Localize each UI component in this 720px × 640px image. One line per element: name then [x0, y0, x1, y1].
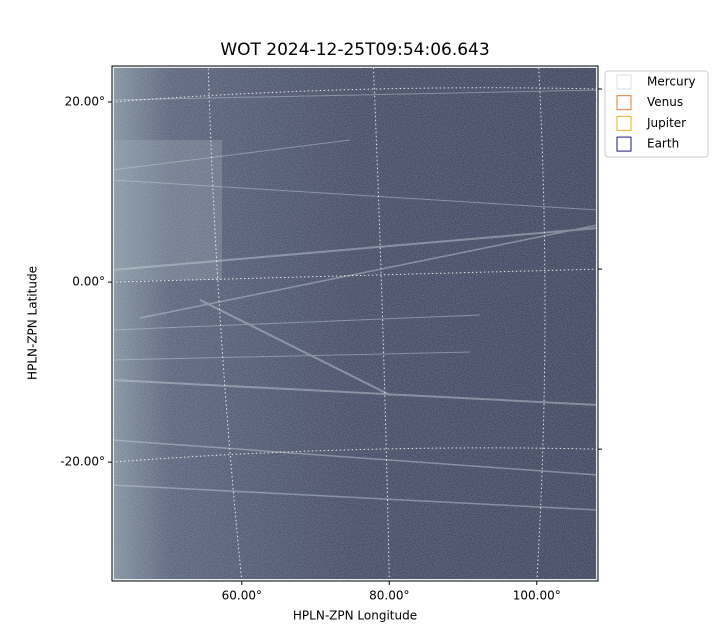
axes-frame: [111, 65, 599, 582]
image: [112, 66, 598, 581]
grid-line: [372, 65, 390, 582]
legend-label: Mercury: [647, 75, 696, 89]
x-tick-label: 80.00°: [369, 589, 409, 603]
x-tick-label: 100.00°: [513, 589, 561, 603]
grid-line: [207, 65, 243, 582]
legend-label: Venus: [647, 95, 683, 109]
legend-label: Jupiter: [646, 116, 686, 130]
y-tick-label: 20.00°: [65, 95, 105, 109]
y-axis-label: HPLN-ZPN Latitude: [26, 266, 40, 380]
y-tick-label: 0.00°: [72, 275, 105, 289]
grid-line: [536, 65, 546, 582]
legend-swatch: [616, 95, 632, 111]
legend-label: Earth: [647, 137, 679, 151]
legend: Mercury Venus Jupiter Earth: [604, 70, 709, 158]
y-tick-label: -20.00°: [60, 455, 105, 469]
x-axis-label: HPLN-ZPN Longitude: [293, 609, 417, 623]
x-tick-label: 60.00°: [222, 589, 262, 603]
legend-swatch: [616, 136, 632, 152]
legend-swatch: [616, 74, 632, 90]
chart-title: WOT 2024-12-25T09:54:06.643: [220, 40, 489, 60]
legend-swatch: [616, 115, 632, 131]
